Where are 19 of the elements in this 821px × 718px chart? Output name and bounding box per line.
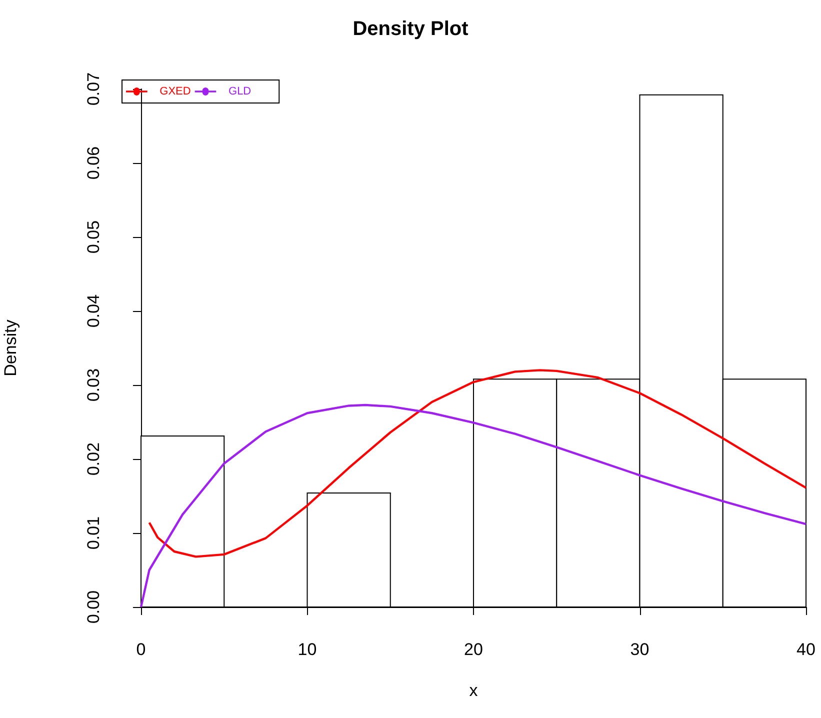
y-tick-label: 0.05 [84,220,103,254]
legend-label: GXED [160,86,191,98]
y-tick-label: 0.06 [84,146,103,180]
x-axis-title: x [469,681,478,700]
x-tick-label: 30 [630,640,650,659]
y-tick-label: 0.07 [84,72,103,106]
x-tick-label: 20 [464,640,483,659]
y-tick-label: 0.02 [84,442,103,476]
line-series [148,369,808,558]
y-tick-label: 0.03 [84,368,103,402]
y-tick-label: 0.04 [84,294,103,328]
y-tick-label: 0.00 [84,590,103,624]
x-tick-label: 10 [298,640,317,659]
legend-label: GLD [228,86,252,98]
y-axis-title: Density [1,319,20,376]
chart-title: Density Plot [352,18,469,40]
y-tick-label: 0.01 [84,516,103,550]
x-tick-label: 40 [796,640,816,659]
x-tick-label: 0 [136,640,146,659]
